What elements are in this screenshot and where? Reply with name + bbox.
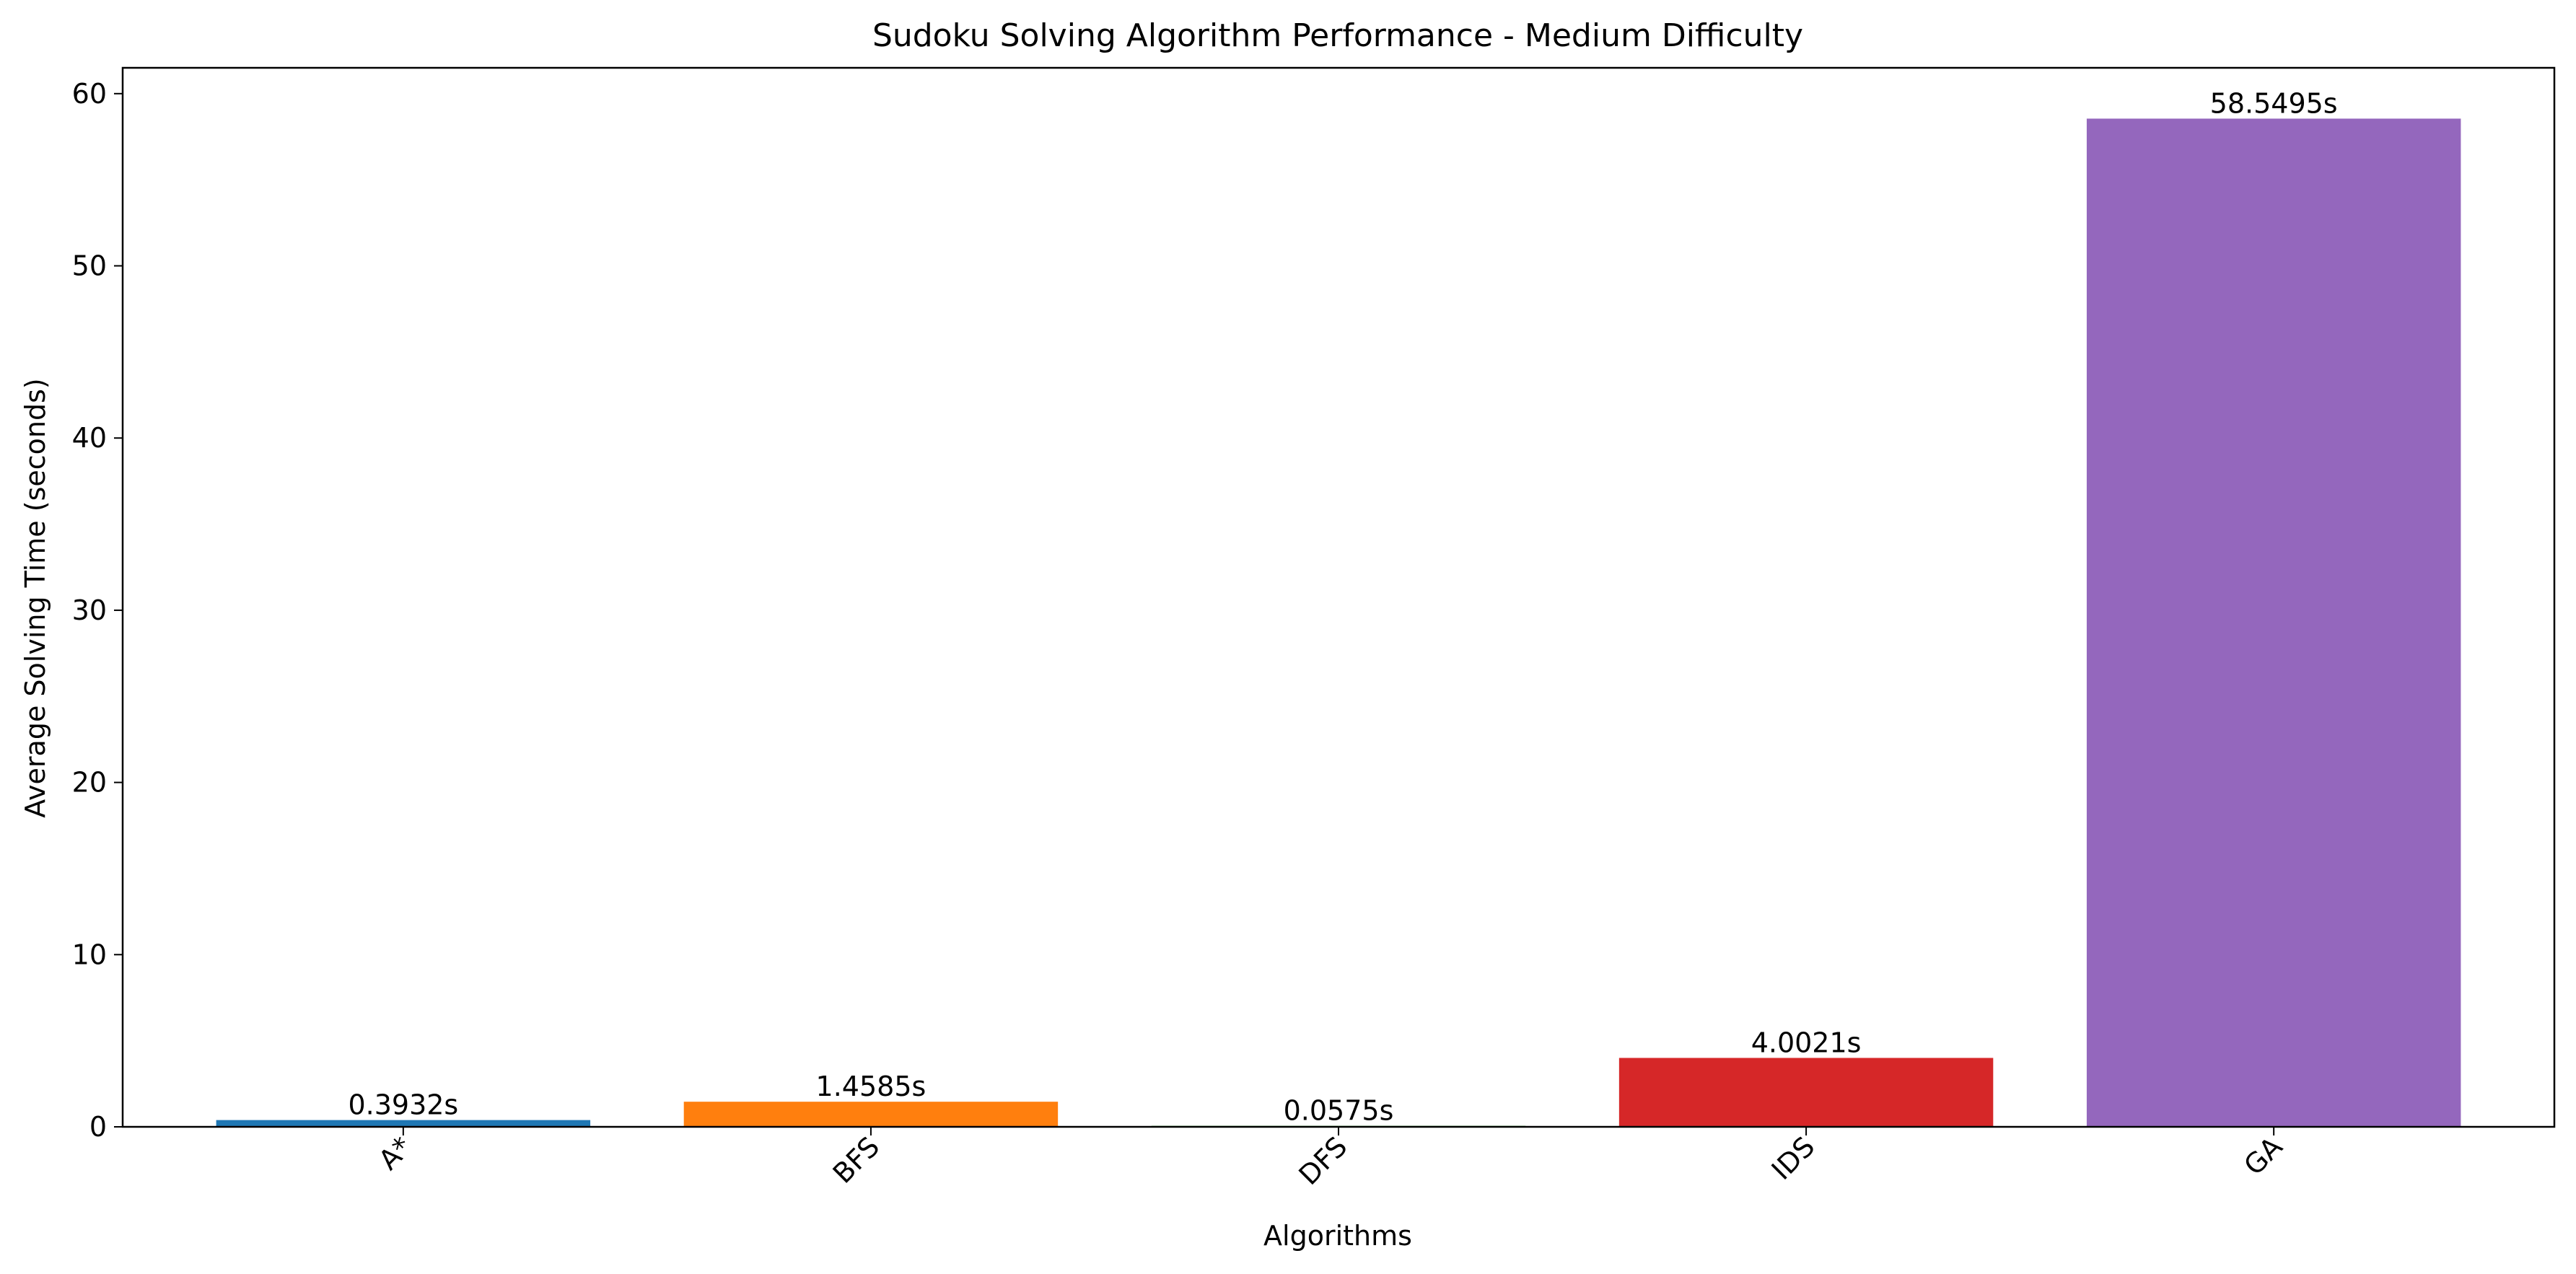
data-label: 1.4585s (816, 1071, 926, 1102)
y-tick-label: 60 (72, 78, 107, 110)
bar-bfs (683, 1102, 1059, 1127)
data-label: 0.3932s (348, 1089, 458, 1121)
plot-area: 0.3932sA*1.4585sBFS0.0575sDFS4.0021sIDS5… (72, 66, 2556, 1191)
bar-ga (2086, 118, 2461, 1127)
data-label: 0.0575s (1284, 1095, 1394, 1127)
y-tick-label: 20 (72, 767, 107, 799)
axes-frame (121, 66, 2556, 1128)
y-tick-label: 30 (72, 594, 107, 626)
data-label: 58.5495s (2210, 87, 2338, 119)
bar-ids (1618, 1058, 1994, 1127)
y-axis-label: Average Solving Time (seconds) (19, 378, 51, 817)
y-tick-label: 40 (72, 422, 107, 454)
y-tick-label: 10 (72, 939, 107, 970)
x-axis-label: Algorithms (1263, 1220, 1412, 1252)
data-label: 4.0021s (1751, 1027, 1862, 1058)
y-tick-label: 0 (89, 1111, 107, 1143)
y-tick-label: 50 (72, 250, 107, 282)
chart-title: Sudoku Solving Algorithm Performance - M… (872, 17, 1803, 54)
bar-a (216, 1120, 591, 1127)
